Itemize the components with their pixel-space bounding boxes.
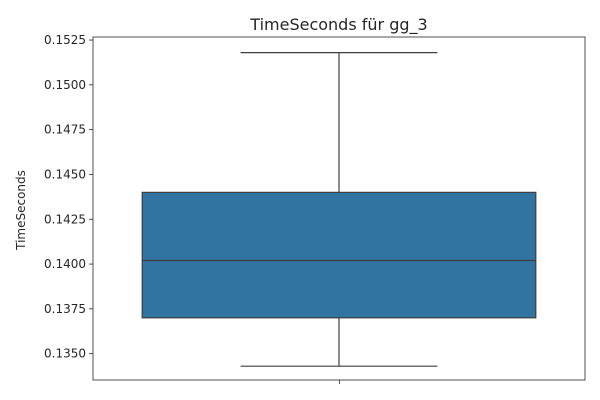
box-iqr [141, 191, 537, 319]
y-tick-label: 0.1400 [44, 257, 86, 271]
chart-title: TimeSeconds für gg_3 [249, 15, 427, 35]
box-series [141, 51, 537, 367]
y-tick-label: 0.1350 [44, 347, 86, 361]
y-tick-label: 0.1450 [44, 167, 86, 181]
y-tick-label: 0.1475 [44, 123, 86, 137]
y-tick-label: 0.1500 [44, 78, 86, 92]
y-tick-label: 0.1375 [44, 302, 86, 316]
y-tick-label: 0.1525 [44, 33, 86, 47]
y-axis-label: TimeSeconds [14, 170, 28, 251]
y-tick-label: 0.1425 [44, 212, 86, 226]
plot-frame [92, 36, 586, 381]
y-axis-ticks: 0.1350 0.1375 0.1400 0.1425 0.1450 0.1475 0.15… [44, 33, 93, 361]
